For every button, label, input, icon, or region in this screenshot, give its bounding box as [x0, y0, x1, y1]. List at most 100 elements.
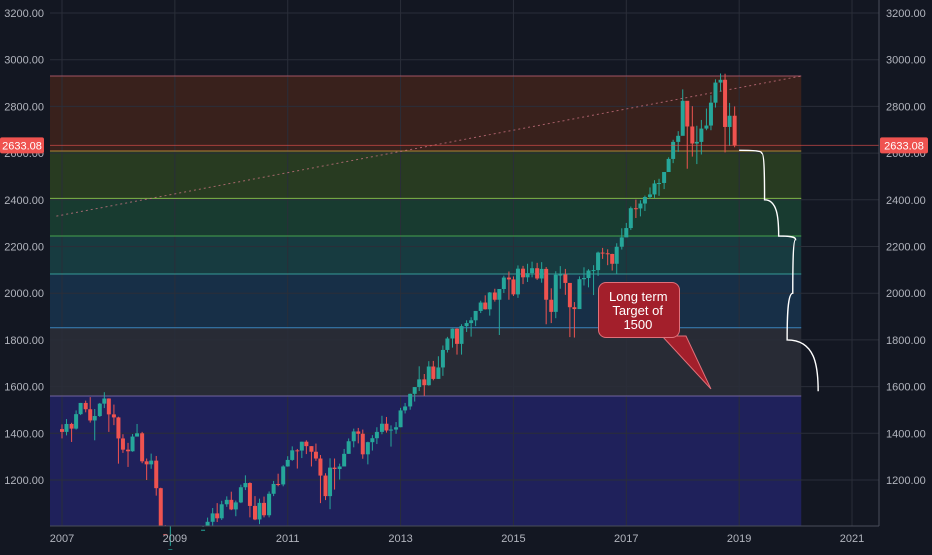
y-tick-label: 3000.00 [886, 55, 926, 67]
candle [78, 402, 83, 416]
candle [642, 195, 647, 212]
candle [708, 95, 713, 131]
candle-body [210, 513, 215, 522]
x-tick-label: 2019 [727, 533, 751, 545]
candle-body [633, 208, 638, 210]
candle-body [501, 277, 506, 289]
candle-body [285, 459, 290, 467]
candle-body [295, 450, 300, 452]
candle [60, 424, 64, 439]
candle [116, 416, 121, 464]
candle-body [539, 268, 544, 279]
candle [313, 443, 318, 461]
candle [247, 482, 252, 518]
candle-body [605, 253, 610, 255]
candle-body [657, 182, 662, 184]
candle-body [685, 100, 690, 127]
last-price-label: 2633.08 [2, 140, 42, 152]
candle [271, 480, 276, 497]
candle [614, 243, 619, 274]
candle-body [102, 398, 107, 404]
projection-path [739, 149, 819, 392]
candle [215, 503, 220, 523]
candle [252, 496, 257, 521]
candle-body [455, 328, 460, 344]
candle-body [558, 274, 563, 276]
candle-body [229, 499, 234, 510]
candle [469, 317, 474, 337]
candle [309, 446, 314, 467]
candle [342, 448, 347, 467]
candle-body [713, 82, 718, 103]
candle-body [473, 310, 478, 321]
candle-body [694, 141, 699, 144]
last-price-tags: 2633.08 2633.08 [0, 137, 928, 154]
candle-body [459, 326, 464, 344]
candle-body [591, 270, 596, 272]
candle-body [483, 302, 488, 310]
candle-body [544, 268, 549, 300]
candle [544, 267, 549, 325]
candle-body [440, 349, 445, 368]
fib-level-lines [50, 75, 802, 397]
candle [483, 295, 488, 310]
candle-body [549, 299, 554, 312]
candle-body [530, 268, 535, 274]
candle [92, 409, 97, 441]
candle [154, 455, 159, 496]
candle-body [704, 125, 709, 129]
candle-body [342, 453, 347, 467]
x-tick-label: 2017 [614, 533, 638, 545]
candle [464, 320, 469, 332]
x-tick-label: 2009 [163, 533, 187, 545]
candle [572, 302, 577, 338]
candle-body [732, 115, 737, 146]
candle-body [680, 100, 685, 136]
candle [243, 475, 248, 491]
candle [506, 271, 511, 300]
candle-body [718, 79, 723, 83]
candle-body [262, 502, 267, 516]
candle-body [290, 450, 295, 460]
candle-body [572, 307, 577, 310]
candle [501, 275, 506, 293]
x-tick-label: 2007 [50, 533, 74, 545]
candle [97, 402, 102, 417]
candle-body [478, 302, 483, 311]
candle-body [708, 102, 713, 126]
candle-body [610, 253, 615, 264]
candle-body [332, 467, 337, 470]
candle [567, 282, 572, 338]
x-tick-label: 2021 [840, 533, 864, 545]
candle-body [648, 194, 653, 197]
candle-body [412, 387, 417, 394]
candle [525, 263, 530, 282]
candle-body [642, 196, 647, 204]
x-tick-label: 2011 [276, 533, 300, 545]
candle [431, 360, 436, 381]
candle [549, 288, 554, 324]
y-tick-label: 3000.00 [4, 55, 44, 67]
y-tick-label: 2000.00 [4, 288, 44, 300]
fib-band [50, 198, 802, 236]
candle-body [370, 438, 375, 443]
candle-body [328, 467, 333, 497]
candle [657, 178, 662, 196]
candle [558, 266, 563, 289]
candle [149, 453, 154, 469]
candle [563, 268, 568, 295]
candle [718, 73, 723, 92]
candle-body [238, 487, 243, 503]
candle-body [201, 529, 206, 531]
candle-body [506, 277, 511, 280]
candle-body [224, 499, 229, 505]
candle [685, 100, 690, 169]
candle-body [515, 268, 520, 295]
candle [360, 429, 365, 459]
candle-body [464, 323, 469, 327]
candle-body [140, 433, 145, 462]
candle [370, 435, 375, 451]
candle [224, 496, 229, 507]
